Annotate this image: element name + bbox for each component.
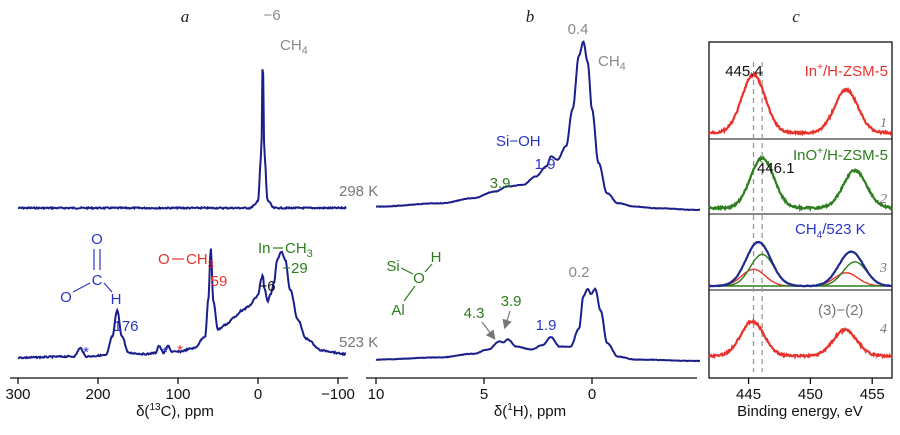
panel-a-peak-label-176: 176: [113, 318, 138, 335]
bridging-si: Si: [386, 258, 399, 275]
panel-a-series-523k: [17, 248, 347, 360]
bridging-h: H: [431, 249, 442, 266]
panel-b-peak-label-1.9: 1.9: [536, 317, 557, 334]
panel-a-asterisk-1: *: [83, 344, 89, 361]
bridging-o-al-bond: [403, 285, 416, 302]
panel-a-ch4-label: CH4: [280, 37, 308, 57]
panel-a-tick-label-1: 200: [85, 386, 110, 403]
panel-c-label-in-hzsm5: In+/H-ZSM-5: [805, 62, 888, 80]
panel-c-curve-2: [707, 155, 893, 212]
panel-a-title: a: [181, 7, 190, 26]
panel-b-peak-label-4.3: 4.3: [464, 305, 485, 322]
formate-c: C: [92, 272, 103, 289]
bridging-o-h-bond: [424, 263, 433, 273]
methoxy-ch3: CH3: [186, 251, 214, 271]
in-ch3-in: In: [258, 240, 271, 257]
panel-a-tick-label-2: 100: [165, 386, 190, 403]
formate-ch-bond: [103, 282, 113, 293]
panel-c-curves: [707, 71, 893, 360]
methoxy-o: O: [158, 251, 170, 268]
panel-b: 10 5 0 δ(1H), ppm 0.4 CH4 Si−OH 1.9 3.9 0.…: [366, 21, 701, 420]
panel-c: 445 450 455 Binding energy, eV 445.4 In+/H…: [707, 41, 893, 420]
formate-co-bond: [72, 282, 91, 293]
panel-c-ticks: 445 450 455: [736, 378, 885, 403]
panel-c-peak-label-446.1: 446.1: [757, 160, 795, 177]
panel-c-curve-number-3: 3: [879, 261, 887, 276]
panel-a-peak-label-minus6: −6: [258, 278, 275, 295]
panel-c-curve-number-4: 4: [880, 322, 887, 337]
panel-c-curve-number-2: 2: [880, 192, 887, 207]
panel-b-tick-label-2: 0: [588, 386, 596, 403]
panel-c-tick-label-0: 445: [736, 386, 761, 403]
panel-c-reference-lines: [752, 62, 763, 372]
panel-a-series-298k: [17, 69, 347, 211]
panel-a-temp-298k: 298 K: [339, 183, 378, 200]
panel-a-tick-label-0: 300: [5, 386, 30, 403]
formate-o-left: O: [60, 289, 72, 306]
panel-b-xlabel: δ(1H), ppm: [494, 402, 566, 420]
panel-b-peak-label-1.9-top: 1.9: [535, 156, 556, 173]
panel-c-label-difference: (3)−(2): [818, 302, 863, 319]
panel-a-ticks: 300 200 100 0 −100: [5, 378, 355, 403]
panel-b-series-298k: [375, 40, 700, 212]
panel-a-formate-structure: O O C H: [60, 231, 121, 308]
panel-c-curve-4: [708, 318, 893, 360]
panel-a-asterisk-3: *: [177, 342, 183, 359]
panel-c-frame: [708, 41, 893, 379]
bridging-si-o-bond: [400, 267, 414, 275]
panel-b-series-523k: [375, 287, 701, 363]
panel-a-asterisk-2: *: [162, 344, 168, 361]
panel-c-peak-label-445.4: 445.4: [725, 63, 763, 80]
panel-a-tick-label-4: −100: [321, 386, 355, 403]
panel-c-curve-3: [708, 240, 892, 288]
panel-b-peak-label-0.4: 0.4: [568, 21, 589, 38]
panel-c-title: c: [792, 7, 800, 26]
panel-a-temp-523k: 523 K: [339, 334, 378, 351]
panel-b-ch4-label: CH4: [598, 53, 626, 73]
panel-c-label-ch4-523k: CH4/523 K: [795, 221, 866, 241]
formate-h: H: [111, 291, 122, 308]
panel-b-tick-label-0: 10: [368, 386, 385, 403]
formate-o-top: O: [91, 231, 103, 248]
panel-c-xlabel: Binding energy, eV: [737, 403, 863, 420]
panel-b-arrow-3.9: [502, 310, 512, 330]
panel-a: 300 200 100 0 −100 δ(13C), ppm 298 K 523 K −…: [5, 7, 378, 420]
panel-b-peak-label-3.9-top: 3.9: [490, 175, 511, 192]
panel-c-curve-1: [708, 71, 893, 137]
panel-c-tick-label-1: 450: [798, 386, 823, 403]
panel-a-xlabel: δ(13C), ppm: [136, 402, 214, 420]
bridging-al: Al: [391, 302, 404, 319]
panel-b-arrow-4.3: [481, 321, 496, 340]
panel-b-bridging-oh-structure: Si O H Al: [386, 249, 441, 319]
panel-b-peak-label-3.9: 3.9: [501, 293, 522, 310]
panel-c-tick-label-2: 455: [860, 386, 885, 403]
panel-c-curve-number-1: 1: [880, 116, 887, 131]
panel-c-curve-3-component-1: [709, 253, 892, 287]
panel-a-tick-label-3: 0: [254, 386, 262, 403]
panel-b-ticks: 10 5 0: [368, 378, 596, 403]
panel-b-sioh-label: Si−OH: [496, 133, 541, 150]
panel-a-methoxy-label: O CH3: [158, 251, 214, 271]
panel-a-peak-label-59: 59: [211, 273, 228, 290]
panel-a-peak-label-minus6-top: −6: [263, 7, 280, 24]
panel-a-in-ch3-label: In CH3: [258, 240, 313, 260]
in-ch3-ch3: CH3: [285, 240, 313, 260]
panel-c-label-ino-hzsm5: InO+/H-ZSM-5: [793, 146, 888, 164]
panel-a-peak-label-minus29: −29: [282, 260, 307, 277]
panel-b-tick-label-1: 5: [480, 386, 488, 403]
panel-b-title: b: [526, 7, 535, 26]
bridging-o: O: [413, 270, 425, 287]
panel-b-peak-label-0.2: 0.2: [569, 264, 590, 281]
